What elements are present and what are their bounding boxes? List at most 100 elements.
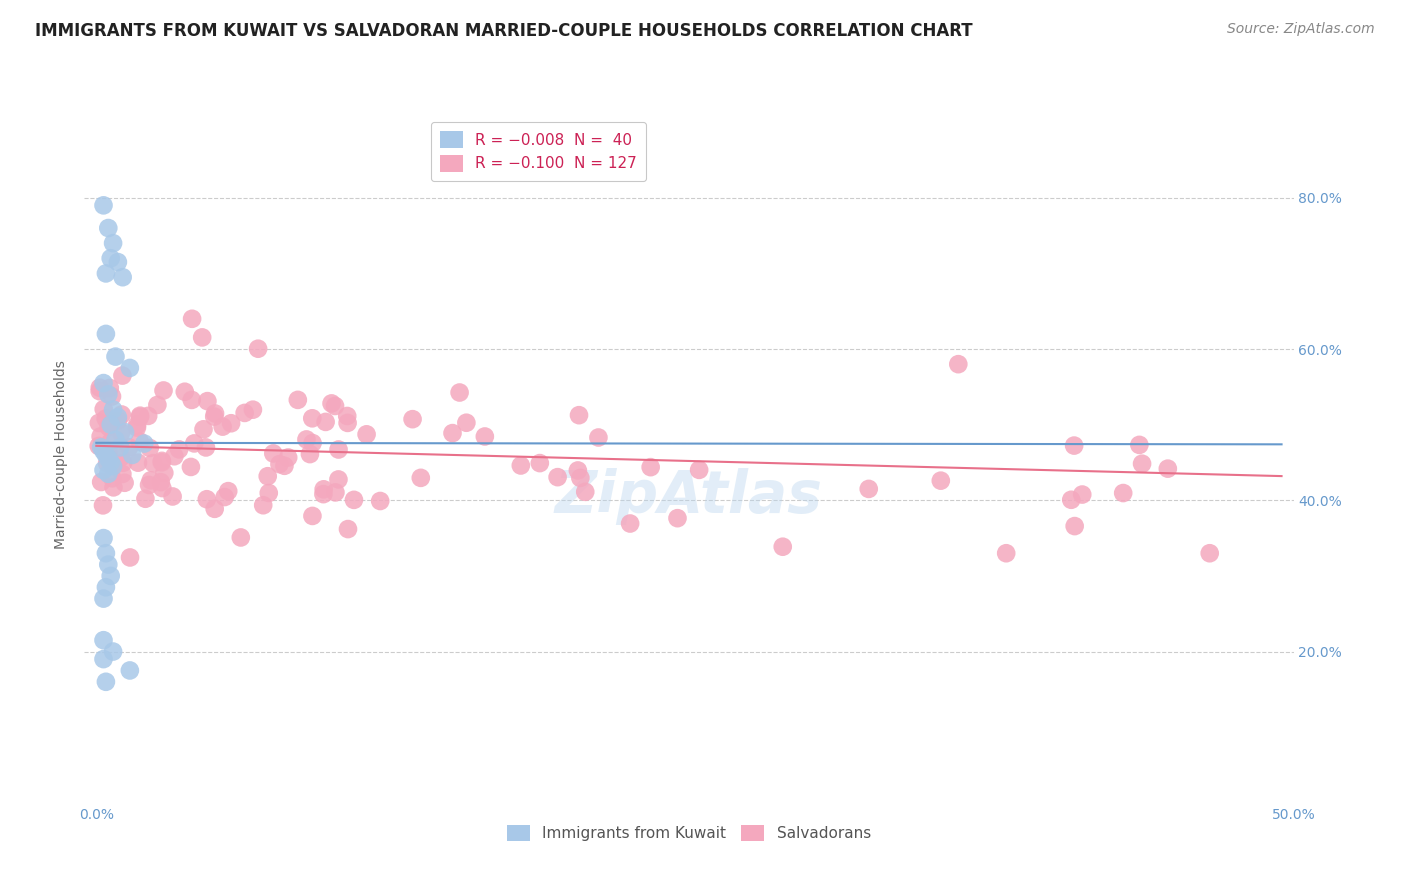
Point: [90, 441, 112, 455]
Point: [97, 467, 120, 481]
Point: [101, 402, 124, 417]
Point: [204, 501, 226, 516]
Point: [100, 455, 122, 469]
Point: [858, 482, 880, 496]
Point: [136, 409, 159, 423]
Point: [90, 475, 112, 489]
Point: [94, 411, 117, 425]
Point: [325, 485, 347, 500]
Point: [129, 409, 152, 423]
Point: [301, 436, 323, 450]
Point: [139, 473, 162, 487]
Point: [214, 490, 236, 504]
Point: [114, 475, 136, 490]
Point: [277, 450, 299, 465]
Legend: Immigrants from Kuwait, Salvadorans: Immigrants from Kuwait, Salvadorans: [501, 819, 877, 847]
Point: [101, 236, 124, 251]
Point: [197, 394, 219, 409]
Point: [111, 368, 134, 383]
Point: [1071, 487, 1094, 501]
Point: [287, 392, 309, 407]
Point: [111, 467, 134, 481]
Point: [97, 451, 120, 466]
Point: [409, 471, 432, 485]
Point: [129, 410, 152, 425]
Point: [1063, 439, 1085, 453]
Point: [93, 591, 115, 606]
Point: [134, 436, 156, 450]
Point: [1130, 457, 1153, 471]
Point: [96, 456, 118, 470]
Point: [256, 469, 278, 483]
Point: [107, 255, 129, 269]
Point: [211, 419, 233, 434]
Point: [93, 652, 115, 666]
Point: [93, 463, 115, 477]
Point: [98, 381, 121, 395]
Point: [97, 558, 120, 572]
Point: [257, 486, 280, 500]
Point: [100, 252, 122, 266]
Point: [688, 463, 710, 477]
Point: [97, 446, 120, 460]
Point: [219, 416, 242, 430]
Point: [146, 398, 169, 412]
Point: [114, 425, 136, 440]
Point: [100, 569, 122, 583]
Point: [368, 494, 391, 508]
Point: [401, 412, 423, 426]
Point: [301, 411, 323, 425]
Point: [441, 426, 464, 441]
Point: [100, 434, 122, 449]
Point: [150, 481, 173, 495]
Point: [121, 448, 143, 462]
Point: [94, 546, 117, 560]
Point: [301, 508, 323, 523]
Point: [456, 416, 478, 430]
Point: [194, 441, 217, 455]
Point: [180, 459, 202, 474]
Point: [569, 471, 592, 485]
Point: [103, 480, 125, 494]
Point: [336, 416, 359, 430]
Point: [100, 416, 122, 430]
Point: [195, 492, 218, 507]
Point: [97, 387, 120, 401]
Point: [101, 471, 124, 485]
Point: [111, 408, 134, 422]
Point: [93, 531, 115, 545]
Point: [101, 644, 124, 658]
Point: [107, 413, 129, 427]
Point: [191, 330, 214, 344]
Point: [323, 399, 346, 413]
Point: [110, 450, 132, 465]
Point: [97, 221, 120, 235]
Point: [1063, 519, 1085, 533]
Point: [252, 498, 274, 512]
Point: [181, 311, 204, 326]
Point: [100, 457, 122, 471]
Point: [149, 475, 172, 489]
Point: [93, 444, 115, 458]
Point: [104, 433, 127, 447]
Point: [94, 326, 117, 341]
Point: [110, 441, 132, 455]
Point: [167, 442, 190, 457]
Point: [509, 458, 531, 473]
Text: IMMIGRANTS FROM KUWAIT VS SALVADORAN MARRIED-COUPLE HOUSEHOLDS CORRELATION CHART: IMMIGRANTS FROM KUWAIT VS SALVADORAN MAR…: [35, 22, 973, 40]
Point: [138, 478, 160, 492]
Point: [180, 392, 202, 407]
Point: [173, 384, 195, 399]
Point: [929, 474, 952, 488]
Point: [356, 427, 378, 442]
Point: [150, 455, 173, 469]
Point: [233, 406, 256, 420]
Point: [312, 483, 335, 497]
Point: [93, 198, 115, 212]
Point: [93, 402, 115, 417]
Point: [93, 633, 115, 648]
Point: [183, 436, 205, 450]
Point: [163, 449, 186, 463]
Point: [1157, 461, 1180, 475]
Point: [118, 550, 141, 565]
